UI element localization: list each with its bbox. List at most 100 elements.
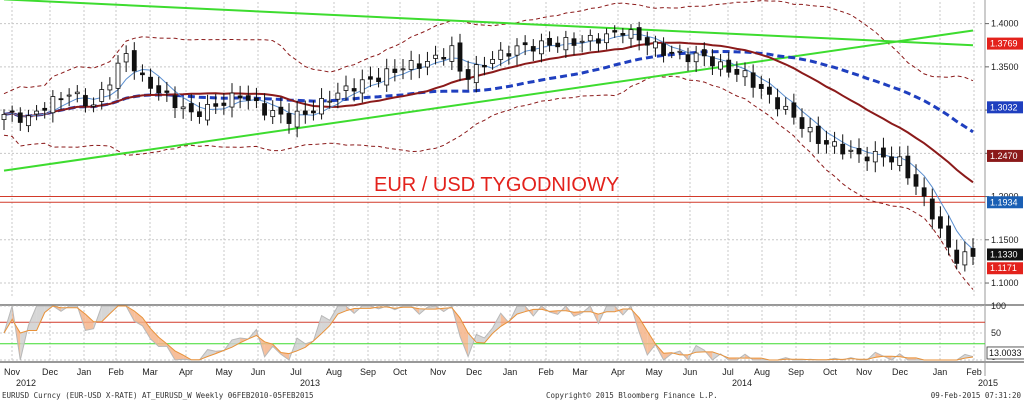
candle-body — [734, 69, 740, 75]
osc-fill — [158, 337, 167, 347]
osc-fill — [207, 349, 216, 357]
candle-body — [188, 103, 194, 113]
candle-body — [286, 113, 292, 124]
candle-body — [9, 110, 15, 113]
candle-body — [327, 100, 333, 103]
candle-body — [156, 85, 162, 94]
month-label: Dec — [892, 367, 909, 377]
candle-body — [539, 40, 544, 55]
candle-body — [872, 151, 878, 163]
price-tag — [987, 262, 1023, 275]
osc-fill — [647, 331, 656, 355]
candle-body — [693, 52, 699, 63]
month-label: Sep — [788, 367, 804, 377]
candle-body — [237, 95, 243, 99]
candle-body — [376, 77, 381, 83]
year-label: 2013 — [300, 378, 320, 388]
candle-body — [368, 76, 373, 80]
candle-body — [74, 91, 80, 95]
osc-fill — [492, 313, 501, 334]
year-label: 2012 — [16, 378, 36, 388]
candle-body — [799, 117, 805, 129]
month-label: Sep — [360, 367, 376, 377]
price-tag-label: 1.1934 — [990, 197, 1018, 207]
candle-body — [359, 79, 365, 94]
candle-body — [221, 102, 227, 106]
osc-fill — [907, 357, 916, 360]
month-label: Aug — [754, 367, 770, 377]
candle-body — [856, 147, 862, 155]
price-tag-label: 1.1171 — [990, 263, 1017, 273]
candle-body — [302, 110, 308, 115]
osc-fill — [639, 317, 648, 355]
osc-tick-label: 100 — [991, 301, 1006, 311]
candle-body — [840, 143, 846, 155]
candle-body — [416, 63, 422, 69]
bollinger-lower-band — [3, 75, 974, 290]
candle-body — [938, 216, 943, 229]
price-tag-label: 1.3769 — [990, 39, 1018, 49]
candle-body — [742, 70, 748, 78]
candle-body — [750, 72, 756, 88]
candle-body — [91, 104, 96, 107]
candle-body — [270, 110, 276, 118]
osc-tick-label: 50 — [991, 328, 1001, 338]
month-label: Jan — [503, 367, 518, 377]
footer-left: EURUSD Curncy (EUR-USD X-RATE) AT_EURUSD… — [2, 391, 314, 400]
candle-body — [42, 107, 48, 111]
candle-body — [881, 147, 886, 158]
month-label: Nov — [856, 367, 873, 377]
candle-body — [701, 49, 707, 57]
candle-body — [661, 43, 666, 56]
month-label: Nov — [430, 367, 447, 377]
candle-body — [571, 38, 577, 46]
month-label: Nov — [4, 367, 21, 377]
candle-body — [83, 95, 88, 107]
candle-body — [148, 76, 153, 89]
month-label: Apr — [611, 367, 625, 377]
chart-title: EUR / USD TYGODNIOWY — [374, 174, 619, 196]
candle-body — [954, 249, 960, 264]
candle-body — [921, 187, 927, 197]
osc-fill — [232, 338, 241, 348]
month-label: Dec — [42, 367, 59, 377]
candle-body — [824, 140, 829, 145]
osc-fill — [606, 306, 615, 312]
month-label: Oct — [823, 367, 838, 377]
price-tag — [987, 101, 1023, 114]
candle-body — [50, 96, 56, 114]
month-label: Feb — [538, 367, 554, 377]
osc-fill — [101, 306, 110, 322]
price-tick-label: 1.4000 — [991, 19, 1019, 29]
month-label: Mar — [142, 367, 158, 377]
candle-body — [807, 126, 813, 133]
candle-body — [473, 64, 479, 84]
candle-body — [123, 53, 129, 63]
price-tag — [987, 196, 1023, 209]
candle-body — [620, 33, 626, 36]
candle-body — [140, 72, 145, 76]
osc-fill — [476, 334, 485, 343]
candle-body — [905, 155, 911, 179]
osc-fill — [264, 341, 273, 357]
osc-fill — [150, 328, 159, 347]
osc-fill — [362, 306, 371, 309]
candle-body — [815, 125, 821, 144]
candle-body — [547, 37, 552, 46]
candle-body — [335, 92, 341, 100]
bollinger-upper-band — [3, 0, 974, 95]
candle-body — [311, 110, 316, 114]
candle-body — [278, 106, 284, 115]
candle-body — [66, 94, 72, 97]
candle-body — [384, 68, 390, 86]
candle-body — [131, 50, 137, 72]
oscillator-panel — [0, 305, 985, 361]
osc-fill — [297, 338, 306, 351]
candle-body — [254, 97, 259, 102]
candle-body — [294, 110, 300, 128]
osc-fill — [484, 327, 493, 343]
candle-body — [864, 156, 870, 162]
osc-fill — [175, 350, 184, 360]
candle-body — [970, 248, 976, 257]
osc-d-line — [3, 305, 974, 361]
